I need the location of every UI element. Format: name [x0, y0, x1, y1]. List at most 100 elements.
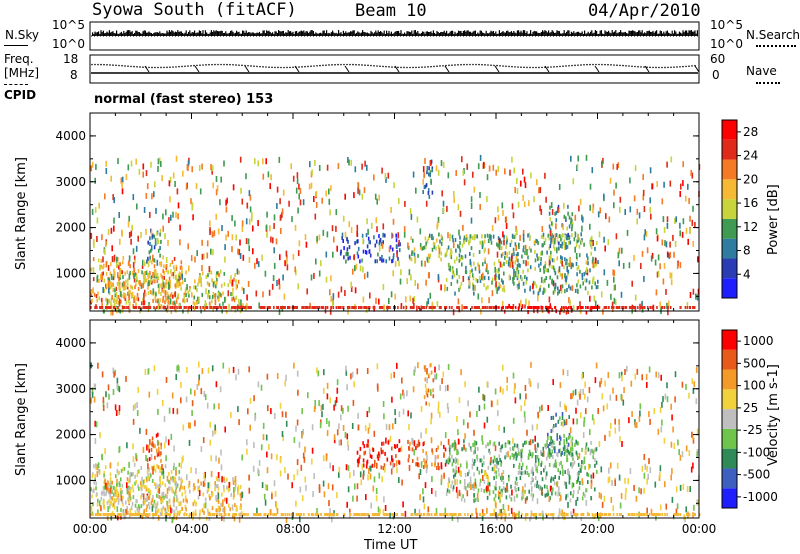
range-time-cell [217, 493, 220, 500]
range-time-cell [697, 256, 699, 263]
range-time-cell [514, 383, 516, 390]
range-time-cell [483, 276, 485, 281]
range-time-cell [513, 463, 515, 468]
nave-dot [160, 66, 162, 69]
range-time-cell [364, 160, 366, 167]
range-time-cell [179, 265, 182, 270]
range-time-cell [379, 256, 381, 261]
range-time-cell [197, 479, 199, 484]
range-time-cell [567, 435, 570, 440]
range-time-cell [473, 493, 475, 497]
range-time-cell [629, 468, 632, 475]
nsky-bar [294, 31, 296, 36]
range-time-cell [591, 167, 594, 174]
range-time-cell [694, 221, 696, 228]
range-time-cell [345, 464, 348, 471]
nave-dot [115, 64, 117, 67]
range-time-cell [366, 443, 368, 448]
range-time-cell [613, 284, 615, 291]
ground-scatter-cell [164, 306, 167, 309]
range-time-cell [111, 276, 113, 281]
range-time-cell [643, 472, 646, 479]
range-time-cell [436, 221, 439, 227]
ground-scatter-cell [527, 306, 530, 309]
range-time-cell [674, 218, 676, 224]
range-time-cell [541, 251, 543, 256]
range-time-cell [430, 180, 432, 185]
range-time-cell [487, 276, 490, 281]
range-time-cell [388, 246, 391, 253]
range-time-cell [590, 251, 592, 256]
range-time-cell [350, 227, 353, 234]
range-time-cell [588, 464, 591, 469]
nave-dot [400, 66, 402, 69]
range-time-cell [525, 440, 527, 445]
range-time-cell [646, 478, 648, 485]
nave-tick-bottom: 0 [712, 68, 720, 82]
range-time-cell [518, 303, 521, 308]
range-time-cell [239, 492, 242, 497]
nsky-bar [536, 31, 538, 36]
range-time-cell [517, 274, 519, 278]
range-time-cell [211, 278, 213, 283]
range-time-cell [167, 270, 169, 275]
nsky-bar [380, 31, 382, 36]
range-time-cell [656, 181, 658, 187]
nsky-bar [381, 32, 383, 36]
range-time-cell [424, 184, 427, 189]
ground-scatter-cell [625, 306, 628, 309]
ground-scatter-cell [104, 306, 107, 309]
ground-scatter-cell [611, 306, 613, 309]
range-time-cell [121, 188, 124, 195]
range-time-cell [565, 261, 567, 266]
range-time-cell [147, 259, 149, 264]
range-time-cell [561, 464, 563, 469]
range-time-cell [527, 255, 529, 260]
range-time-cell [95, 463, 97, 468]
range-time-cell [413, 296, 416, 302]
range-time-cell [341, 232, 344, 237]
range-time-cell [583, 420, 585, 427]
nsky-bar [234, 32, 236, 36]
range-time-cell [451, 234, 454, 239]
nsky-bar [382, 33, 384, 36]
range-time-cell [208, 266, 211, 272]
range-time-cell [424, 482, 427, 489]
range-time-cell [483, 489, 485, 493]
range-time-cell [501, 444, 504, 449]
range-time-cell [398, 439, 401, 444]
nave-dot [577, 64, 579, 66]
range-time-cell [685, 227, 688, 234]
range-time-cell [516, 284, 519, 289]
nsky-bar [693, 31, 695, 36]
range-time-cell [238, 299, 240, 304]
range-time-cell [118, 265, 120, 270]
range-time-cell [152, 298, 154, 303]
range-time-cell [157, 237, 159, 242]
range-time-cell [198, 361, 200, 368]
range-time-cell [550, 478, 552, 483]
nsky-bar [626, 33, 628, 36]
range-time-cell [458, 258, 461, 263]
range-time-cell [429, 170, 432, 175]
nsky-bar [164, 33, 166, 36]
ground-scatter-cell [570, 306, 573, 309]
range-time-cell [328, 188, 330, 195]
range-time-cell [141, 492, 143, 497]
range-time-cell [531, 476, 533, 481]
range-time-cell [315, 201, 318, 208]
range-time-cell [457, 244, 459, 249]
range-time-cell [164, 507, 166, 512]
range-time-cell [227, 230, 229, 237]
range-time-cell [569, 434, 571, 439]
ground-scatter-cell [127, 306, 130, 309]
range-time-cell [378, 453, 381, 458]
nsky-bar [478, 33, 480, 36]
range-time-cell [547, 453, 550, 457]
range-time-cell [362, 463, 365, 468]
range-time-cell [332, 465, 334, 472]
nsky-bar [456, 32, 458, 36]
range-time-cell [482, 242, 485, 247]
range-time-cell [193, 285, 195, 290]
range-time-cell [494, 458, 497, 463]
